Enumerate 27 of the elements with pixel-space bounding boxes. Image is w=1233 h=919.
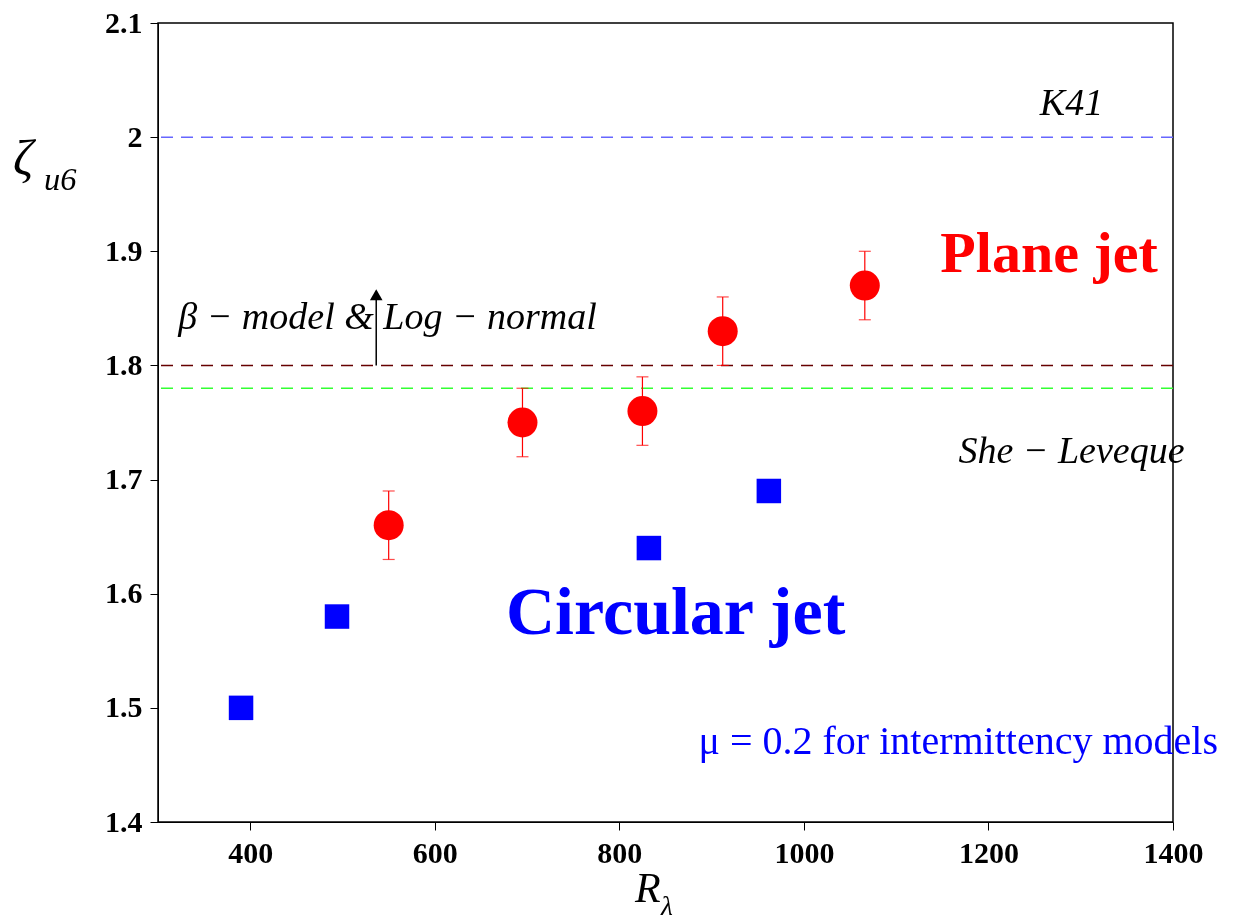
- y-tick-label: 1.7: [105, 462, 143, 496]
- point: [707, 316, 738, 347]
- ref-line-label: K41: [1038, 81, 1104, 124]
- point: [373, 510, 404, 541]
- x-tick-label: 1000: [774, 835, 835, 869]
- series-label: Circular jet: [506, 573, 846, 650]
- y-tick-label: 2: [127, 119, 143, 153]
- x-tick-label: 400: [228, 835, 274, 869]
- y-tick-label: 2.1: [105, 5, 143, 39]
- point: [756, 478, 782, 504]
- point: [507, 407, 538, 438]
- point: [627, 396, 658, 427]
- point: [636, 535, 662, 561]
- x-tick-label: 1400: [1143, 835, 1204, 869]
- x-tick-label: 600: [412, 835, 458, 869]
- point: [324, 604, 350, 629]
- y-tick-label: 1.8: [105, 347, 143, 381]
- y-tick-label: 1.5: [105, 690, 143, 724]
- y-tick-label: 1.4: [105, 804, 143, 838]
- series-label: Plane jet: [940, 219, 1159, 285]
- y-tick-label: 1.9: [105, 233, 143, 267]
- x-tick-label: 800: [597, 835, 643, 869]
- x-tick-label: 1200: [958, 835, 1019, 869]
- y-tick-label: 1.6: [105, 576, 143, 610]
- ref-line-label: β − model & Log − normal: [177, 295, 597, 338]
- point: [849, 270, 880, 301]
- point: [228, 695, 254, 721]
